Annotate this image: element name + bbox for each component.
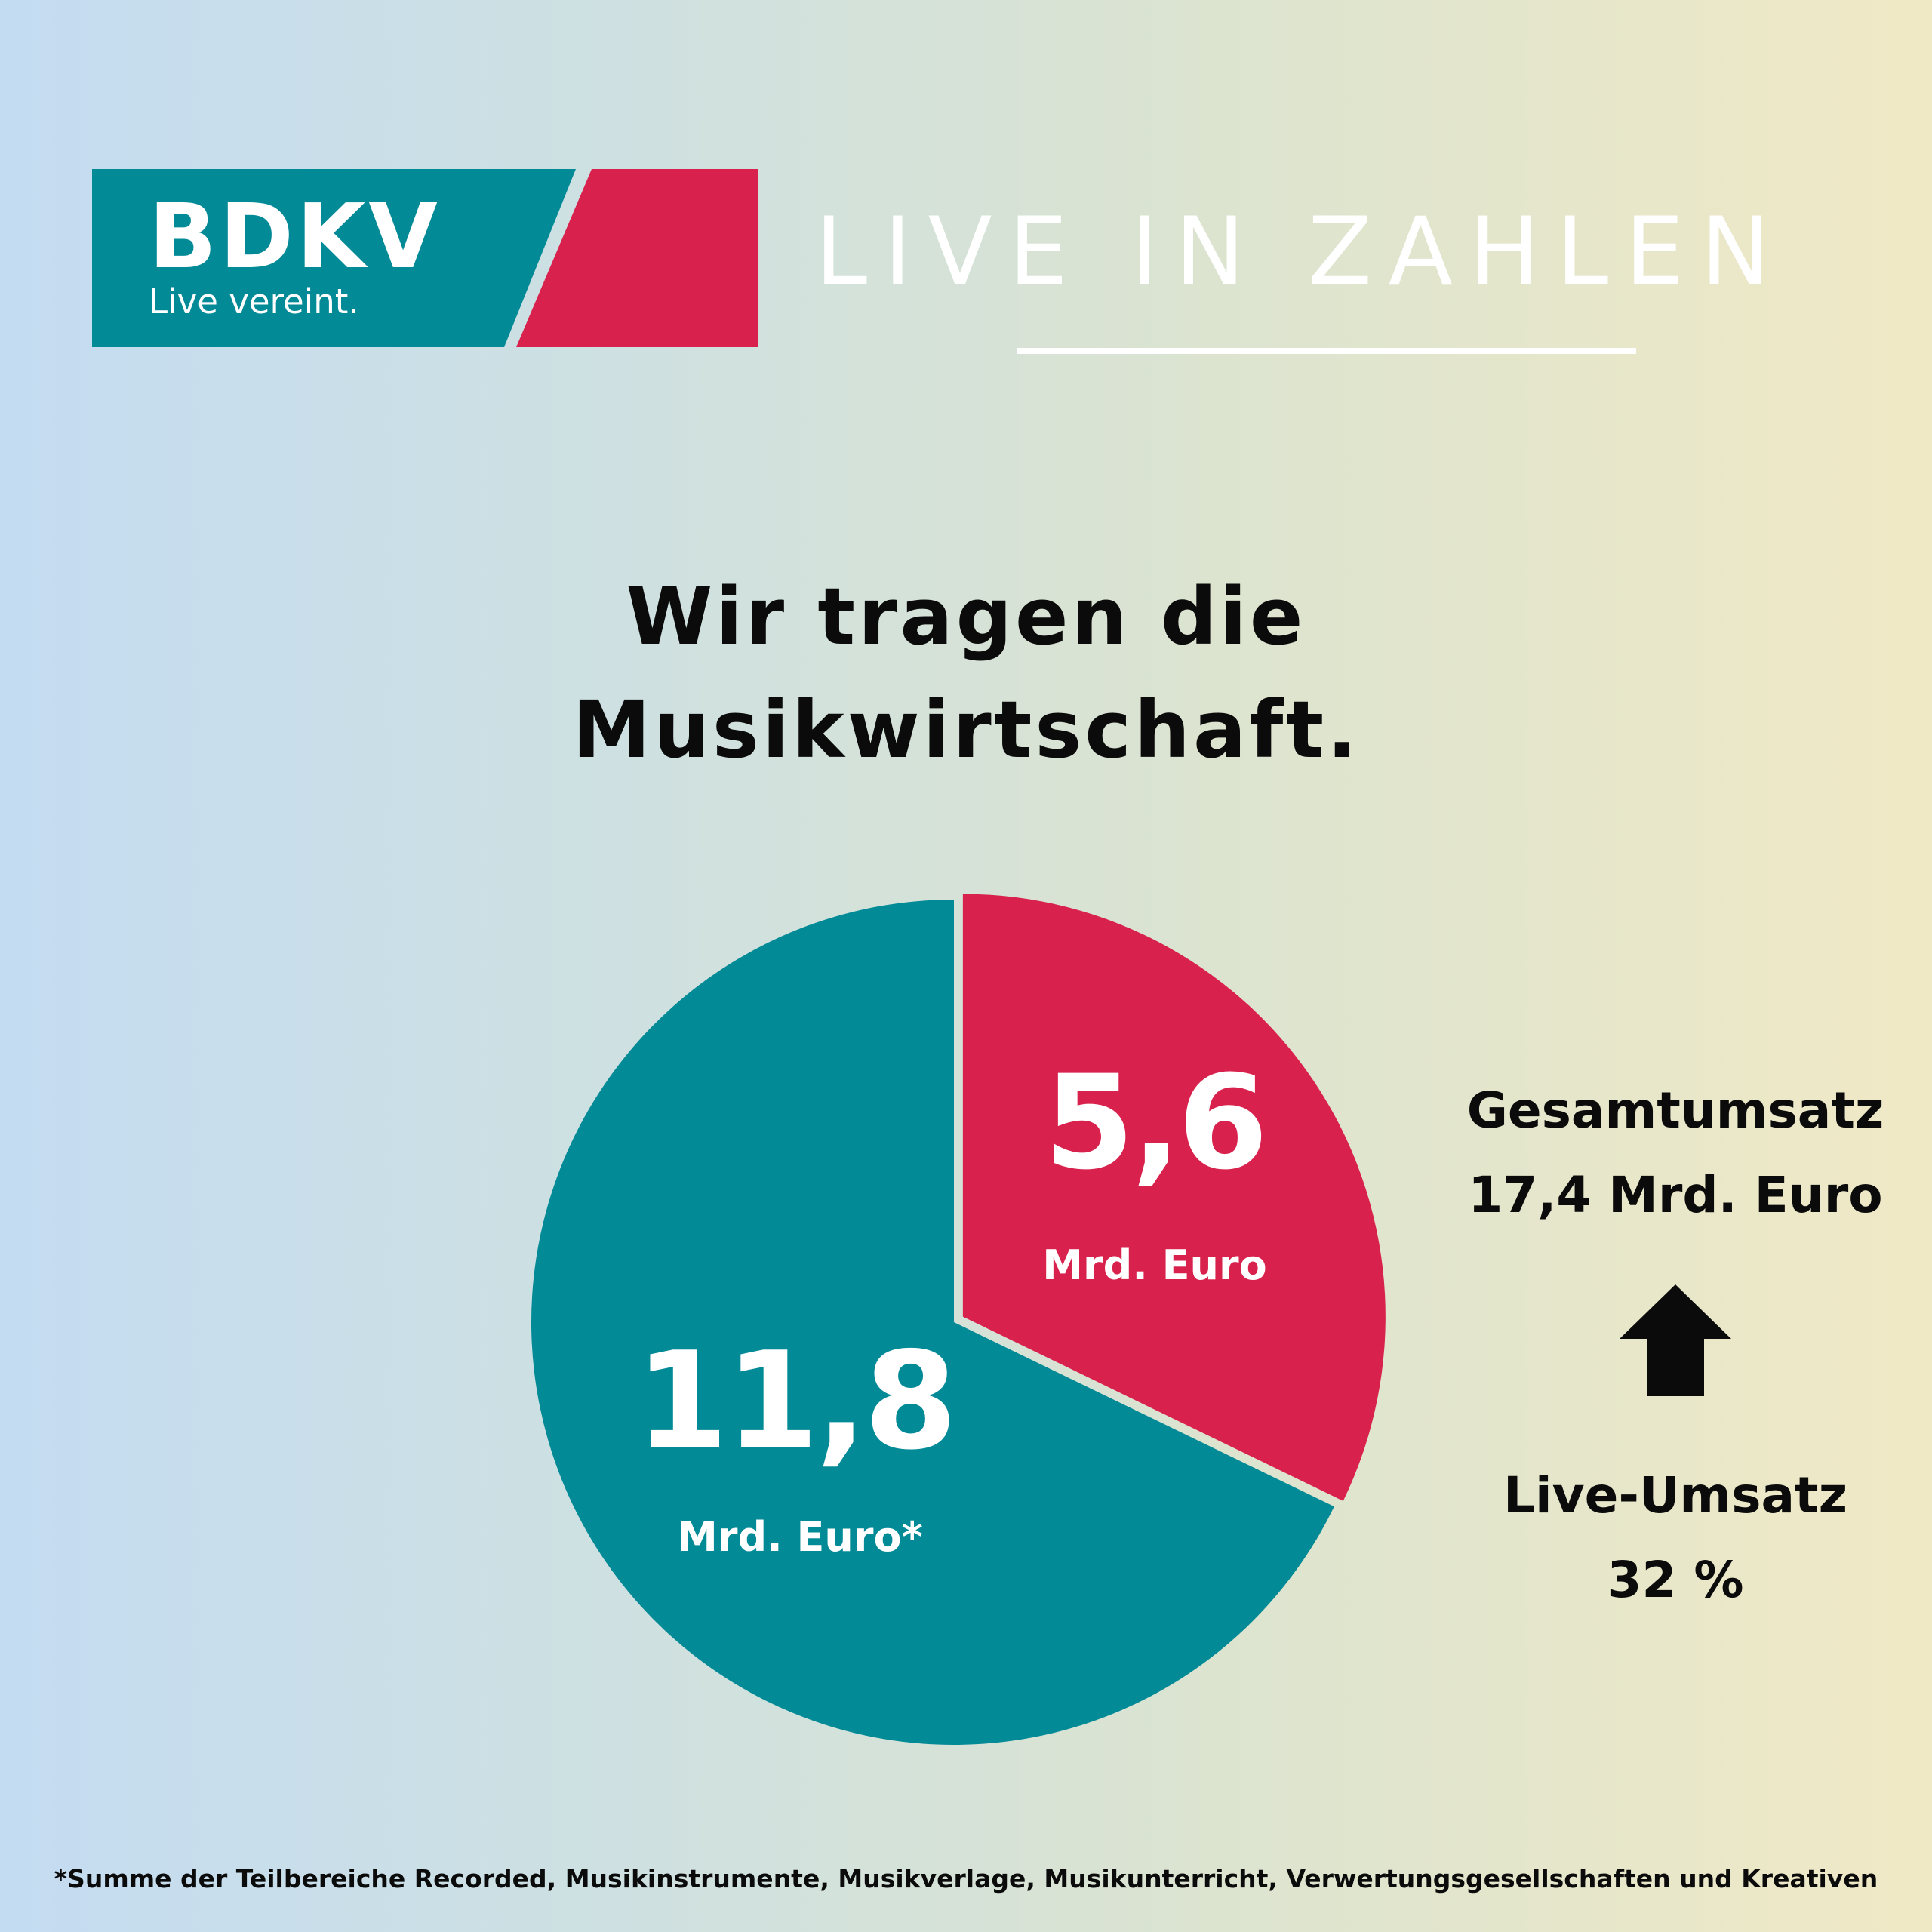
live-share-annotation: Live-Umsatz 32 %: [1419, 1454, 1932, 1623]
total-annotation: Gesamtumsatz 17,4 Mrd. Euro: [1419, 1069, 1932, 1238]
arrow-up-icon: [1620, 1284, 1731, 1396]
footnote: *Summe der Teilbereiche Recorded, Musiki…: [54, 1864, 1878, 1894]
logo-teal-block: [92, 169, 576, 347]
headline: Wir tragen die Musikwirtschaft.: [287, 560, 1645, 786]
header-divider: [1017, 348, 1636, 354]
slice-other-unit: Mrd. Euro*: [677, 1513, 923, 1561]
logo-name: BDKV: [149, 184, 441, 288]
logo-tagline: Live vereint.: [149, 281, 359, 321]
live-share-value: 32 %: [1607, 1551, 1744, 1609]
slice-live-unit: Mrd. Euro: [1042, 1241, 1267, 1289]
header-title: LIVE IN ZAHLEN: [815, 198, 1788, 306]
total-label: Gesamtumsatz: [1466, 1081, 1884, 1140]
headline-line-2: Musikwirtschaft.: [572, 684, 1360, 776]
slice-live-value: 5,6: [1044, 1047, 1269, 1198]
logo-shape: [92, 169, 758, 347]
pie-slice-live: [962, 894, 1386, 1501]
logo-red-block: [516, 169, 758, 347]
bdkv-logo: BDKV Live vereint.: [92, 169, 758, 347]
headline-line-1: Wir tragen die: [626, 571, 1306, 663]
total-value: 17,4 Mrd. Euro: [1468, 1166, 1883, 1224]
pie-slice-other: [531, 900, 1334, 1746]
live-share-label: Live-Umsatz: [1503, 1466, 1847, 1524]
slice-other-value: 11,8: [635, 1323, 957, 1479]
